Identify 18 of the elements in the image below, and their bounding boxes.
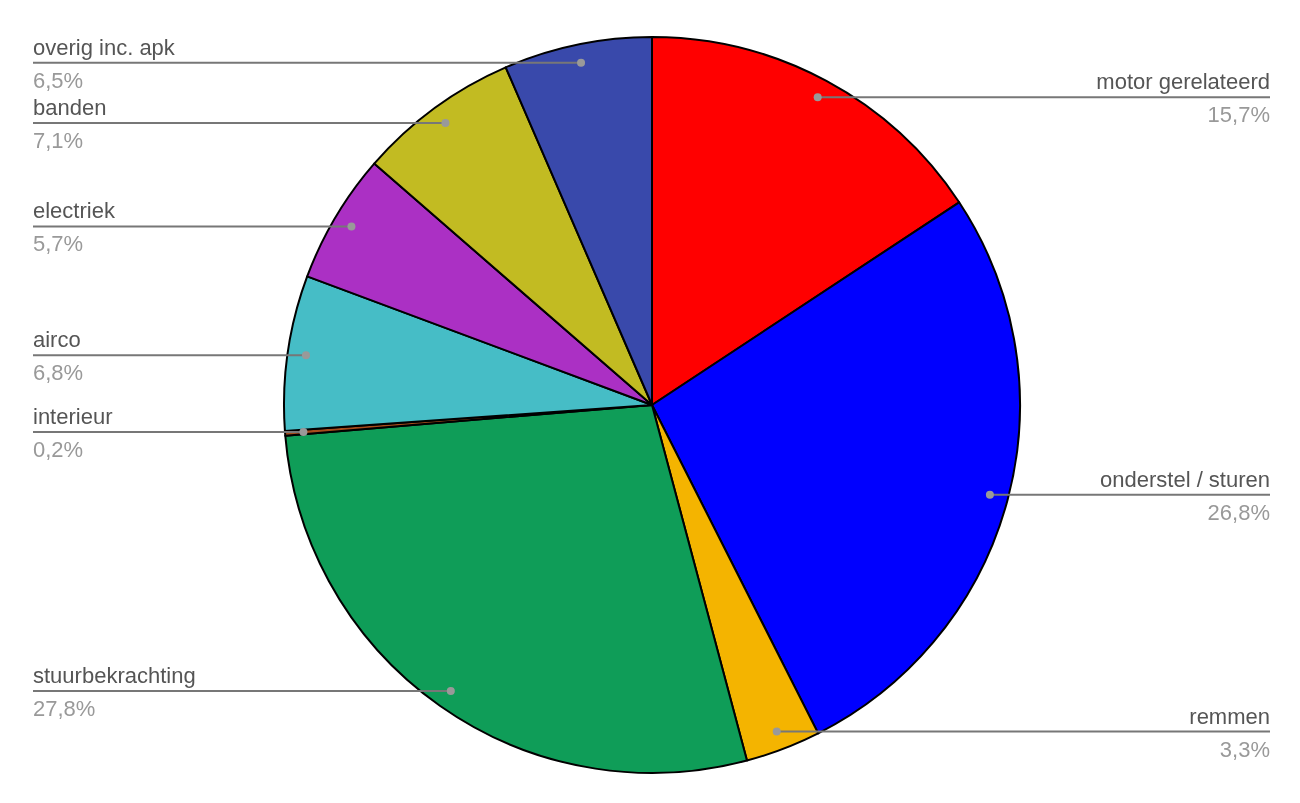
slice-label: electriek [33, 198, 116, 224]
data-label: 7,1% [33, 127, 84, 153]
data-label: 3,3% [1219, 736, 1270, 762]
data-label: 26,8% [1207, 499, 1270, 525]
slice-label: remmen [1189, 703, 1270, 729]
slice-label: motor gerelateerd [1096, 69, 1270, 95]
slice-label: interieur [33, 403, 113, 429]
data-label: 6,5% [33, 67, 84, 93]
data-label: 15,7% [1207, 102, 1270, 128]
slice-label: banden [33, 94, 107, 120]
slice-label: overig inc. apk [33, 34, 176, 60]
data-label: 27,8% [33, 695, 96, 721]
slice-label: onderstel / sturen [1100, 466, 1270, 492]
slice-label: stuurbekrachting [33, 662, 196, 688]
slice-label: airco [33, 327, 81, 353]
data-label: 0,2% [33, 436, 84, 462]
data-label: 5,7% [33, 231, 84, 257]
data-label: 6,8% [33, 360, 84, 386]
